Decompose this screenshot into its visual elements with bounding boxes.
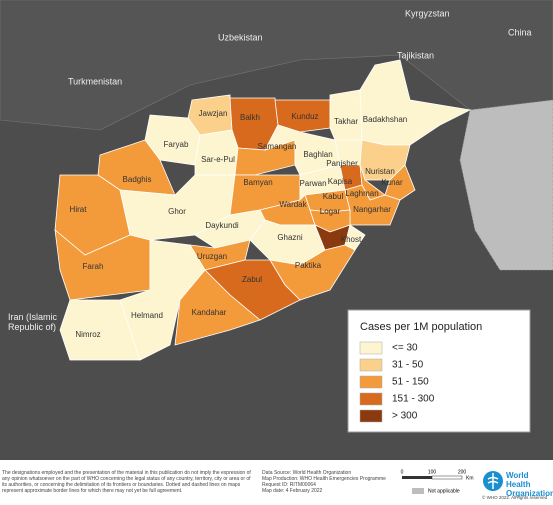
province-label: Ghazni (277, 233, 303, 242)
not-applicable-area (459, 99, 553, 271)
who-emblem (483, 471, 503, 491)
legend-swatch (359, 341, 383, 355)
province-label: Badghis (123, 175, 152, 184)
scale-bar: 0 100 200 Km Not applicable (401, 469, 474, 494)
province-label: Kunduz (291, 112, 318, 121)
emblem-staff (487, 473, 499, 489)
province-label: Sar-e-Pul (201, 155, 235, 164)
province-label: Farah (83, 262, 104, 271)
source-line: Data Source: World Health Organization (262, 470, 352, 476)
map: Jawzjan Balkh Kunduz Takhar Badakhshan Faryab… (0, 0, 553, 460)
neighbor-label: China (508, 27, 532, 37)
who-logo-text: World Health Organization (506, 471, 553, 498)
neighbor-label-text: Iran (Islamic Republic of) (8, 312, 58, 332)
scale-label: 200 (458, 469, 467, 475)
scale-label: 100 (428, 469, 437, 475)
copyright: © WHO 2022. All rights reserved (482, 495, 548, 500)
disclaimer: The designations employed and the presen… (2, 470, 251, 494)
province-label: Kabul (323, 192, 344, 201)
legend-swatch (359, 409, 383, 423)
source: Data Source: World Health Organization M… (262, 470, 392, 494)
legend: Cases per 1M population <= 30 31 - 50 51 -… (347, 309, 531, 433)
province (329, 89, 363, 141)
neighbor-label: Iran (Islamic Republic of) (8, 312, 58, 332)
province (384, 164, 416, 201)
province-label: Kapisa (328, 177, 353, 186)
neighbor-label: Uzbekistan (218, 32, 263, 42)
legend-title: Cases per 1M population (360, 321, 482, 333)
legend-label: <= 30 (392, 343, 418, 354)
province-label: Jawzjan (199, 109, 228, 118)
province-label: Takhar (334, 117, 358, 126)
province (59, 299, 141, 361)
scale-segment (402, 476, 432, 479)
legend-label: 51 - 150 (392, 377, 429, 388)
province (119, 239, 206, 361)
province-label: Ghor (168, 207, 186, 216)
province-label: Parwan (299, 179, 326, 188)
neighbor-land (0, 0, 553, 131)
province-label: Khost (341, 235, 362, 244)
neighbor-label: Kyrgyzstan (405, 8, 450, 18)
not-applicable-label: Not applicable (428, 488, 460, 494)
legend-swatch (359, 392, 383, 406)
scale-label: Km (466, 475, 474, 481)
not-applicable-swatch (412, 488, 424, 494)
scale-segment (431, 475, 463, 480)
province-label: Nuristan (365, 167, 395, 176)
province-label: Helmand (131, 311, 163, 320)
province (274, 99, 331, 133)
province-label: Nangarhar (353, 205, 391, 214)
province-label: Zabul (242, 275, 262, 284)
source-line: Request ID: RITM00064 (262, 482, 316, 488)
source-line: Map date: 4 February 2022 (262, 488, 323, 494)
province (194, 129, 239, 176)
legend-label: > 300 (392, 411, 418, 422)
legend-label: 151 - 300 (392, 394, 435, 405)
legend-swatch (359, 358, 383, 372)
province-label: Samangan (258, 142, 297, 151)
provinces (54, 59, 472, 361)
labels: Jawzjan Balkh Kunduz Takhar Badakhshan Faryab… (70, 109, 408, 339)
province-label: Nimroz (75, 330, 100, 339)
province-label: Daykundi (205, 221, 239, 230)
province-label: Kunar (381, 178, 403, 187)
province-label: Kandahar (192, 308, 227, 317)
province (174, 269, 261, 346)
province-label: Badakhshan (363, 115, 407, 124)
legend-swatch (359, 375, 383, 389)
province-label: Laghman (345, 189, 378, 198)
province-label: Panjsher (326, 159, 358, 168)
province-label: Logar (320, 207, 341, 216)
province-label: Balkh (240, 113, 260, 122)
province-label: Bamyan (243, 178, 272, 187)
legend-label: 31 - 50 (392, 360, 424, 371)
neighbor-label: Turkmenistan (68, 76, 122, 86)
province-label: Wardak (279, 200, 307, 209)
source-line: Map Production: WHO Health Emergencies P… (262, 476, 386, 482)
province-label: Uruzgan (197, 252, 227, 261)
province-label: Faryab (164, 140, 189, 149)
province-label: Hirat (70, 205, 88, 214)
scale-label: 0 (401, 469, 404, 475)
neighbor-label: Tajikistan (397, 50, 434, 60)
province-label: Paktika (295, 261, 322, 270)
province-label: Baghlan (303, 150, 332, 159)
